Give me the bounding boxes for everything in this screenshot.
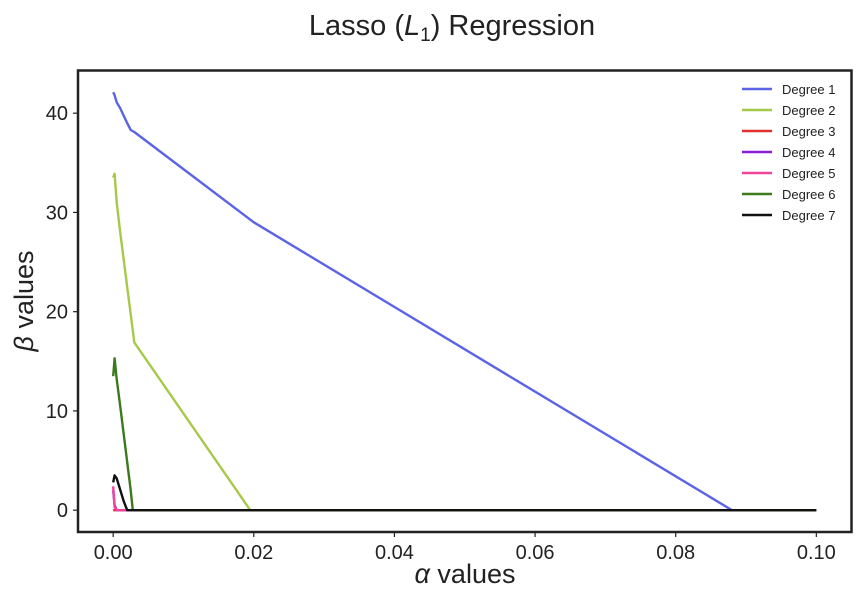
x-tick-label: 0.04: [375, 542, 414, 564]
y-axis: 0 10 20 30 40: [46, 103, 78, 522]
legend-label-degree-7: Degree 7: [782, 208, 835, 223]
series-lines: [112, 91, 817, 512]
x-tick-label: 0.10: [797, 542, 836, 564]
x-tick-label: 0.08: [656, 542, 695, 564]
series-line-degree-2: [112, 172, 817, 512]
y-axis-label: β values: [9, 251, 39, 353]
y-tick-label: 10: [46, 401, 68, 423]
series-line-degree-6: [112, 357, 817, 512]
series-line-degree-4: [112, 490, 817, 512]
legend: Degree 1 Degree 2 Degree 3 Degree 4 Degree 5…: [742, 82, 835, 223]
x-tick-label: 0.02: [234, 542, 273, 564]
legend-label-degree-1: Degree 1: [782, 82, 835, 97]
legend-label-degree-3: Degree 3: [782, 124, 835, 139]
x-axis-label: α values: [415, 559, 516, 589]
y-tick-label: 40: [46, 103, 68, 125]
y-tick-label: 0: [57, 500, 68, 522]
chart-title: Lasso (L1) Regression: [309, 10, 595, 46]
legend-label-degree-2: Degree 2: [782, 103, 835, 118]
legend-label-degree-5: Degree 5: [782, 166, 835, 181]
legend-label-degree-6: Degree 6: [782, 187, 835, 202]
legend-label-degree-4: Degree 4: [782, 145, 835, 160]
x-tick-label: 0.00: [94, 542, 133, 564]
y-tick-label: 30: [46, 202, 68, 224]
plot-frame: [76, 69, 853, 534]
x-tick-label: 0.06: [516, 542, 555, 564]
series-line-degree-1: [112, 91, 817, 512]
y-tick-label: 20: [46, 302, 68, 324]
series-line-degree-7: [112, 474, 817, 512]
x-axis: 0.00 0.02 0.04 0.06 0.08 0.10: [94, 532, 836, 564]
